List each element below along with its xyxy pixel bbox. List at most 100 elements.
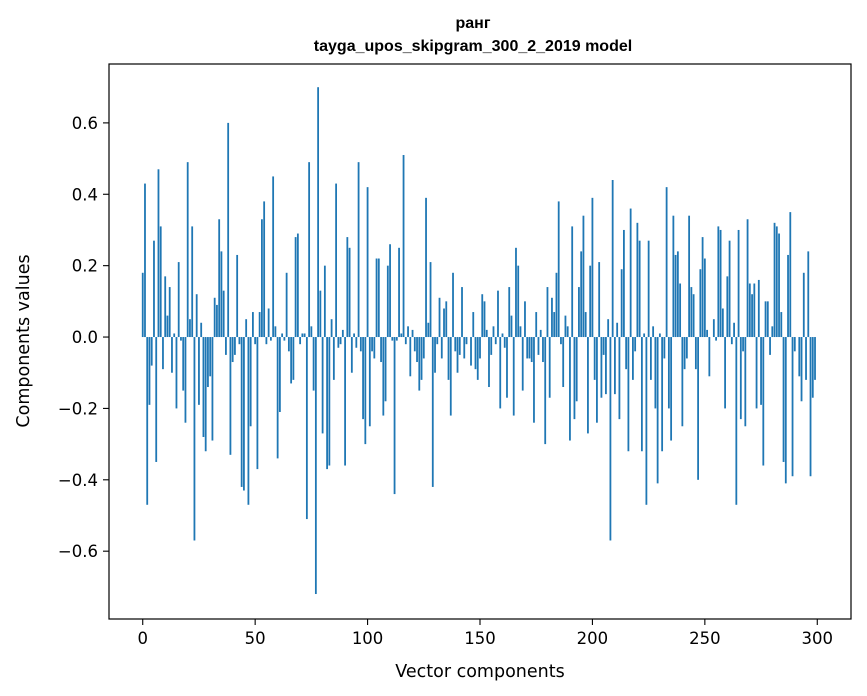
bar	[692, 294, 695, 338]
bar	[703, 258, 706, 338]
bar	[575, 337, 578, 402]
bar	[811, 337, 814, 398]
bar	[773, 222, 776, 338]
bar	[778, 233, 780, 338]
bar	[566, 326, 569, 338]
bar	[427, 322, 430, 338]
bar	[420, 337, 423, 380]
bar	[764, 301, 767, 338]
bar	[218, 219, 221, 338]
bar	[596, 337, 598, 423]
x-tick-label: 300	[802, 629, 834, 648]
bar	[371, 337, 373, 352]
bar	[533, 337, 535, 423]
bar	[303, 333, 306, 338]
bar	[359, 337, 362, 352]
bar	[204, 337, 207, 452]
x-tick-label: 100	[352, 629, 384, 648]
bar	[447, 337, 450, 380]
bar	[355, 337, 358, 348]
chart-title: ранг	[456, 15, 491, 32]
bar	[508, 287, 511, 338]
bar	[409, 337, 412, 377]
bar	[607, 319, 610, 338]
bar	[443, 308, 445, 338]
bar	[240, 337, 243, 487]
bar	[690, 287, 693, 338]
bar	[245, 319, 248, 338]
bar	[766, 301, 769, 338]
bar	[800, 337, 803, 402]
bar	[454, 337, 457, 352]
bar	[377, 258, 380, 338]
bar	[213, 297, 216, 338]
bar	[784, 337, 787, 484]
bar	[719, 229, 722, 338]
bar	[580, 251, 583, 338]
bar	[177, 262, 180, 338]
bar	[753, 283, 756, 338]
y-tick-label: −0.6	[58, 542, 98, 561]
bar	[715, 337, 717, 341]
bar	[483, 301, 486, 338]
x-axis-ticks: 0 50 100 150 200 250 300	[137, 619, 833, 648]
bar	[150, 337, 153, 366]
bar	[623, 229, 625, 338]
bar	[166, 315, 169, 338]
bar	[175, 337, 178, 409]
bar	[688, 215, 691, 338]
bar	[229, 337, 232, 455]
bar	[728, 240, 731, 338]
bar	[348, 247, 351, 338]
bar	[272, 176, 275, 338]
bar	[802, 272, 805, 338]
bar	[339, 337, 342, 345]
bar	[425, 197, 427, 338]
bar	[564, 315, 567, 338]
bar	[301, 333, 304, 338]
bar	[357, 162, 360, 338]
bar	[476, 337, 479, 380]
bar	[665, 187, 668, 338]
bar	[670, 337, 673, 441]
y-tick-label: −0.2	[58, 399, 98, 418]
y-tick-label: 0.2	[72, 257, 98, 276]
bar	[553, 312, 556, 338]
bar	[198, 337, 200, 405]
bar	[683, 337, 686, 370]
bar	[341, 329, 344, 338]
bar	[517, 265, 520, 338]
bar	[809, 337, 812, 477]
bar	[560, 337, 562, 345]
bar	[335, 183, 337, 338]
bar	[337, 337, 340, 348]
bar	[267, 308, 270, 338]
bar	[654, 337, 657, 409]
bar	[182, 337, 185, 391]
bar	[258, 312, 261, 338]
bar	[308, 162, 311, 338]
bar	[618, 337, 621, 420]
bar	[672, 215, 675, 338]
bar	[157, 169, 160, 338]
bar	[562, 337, 565, 388]
bar	[164, 276, 167, 338]
bar	[458, 337, 461, 355]
bar	[238, 337, 241, 345]
bar	[168, 287, 171, 338]
bar	[755, 337, 758, 409]
bar	[186, 162, 189, 338]
bar	[591, 197, 594, 338]
bar	[382, 337, 385, 416]
bar	[757, 279, 760, 338]
bar	[323, 265, 326, 338]
bar	[649, 337, 652, 380]
bar	[512, 337, 515, 416]
bar	[789, 212, 792, 338]
bar	[184, 337, 187, 423]
bar	[589, 265, 592, 338]
bar	[614, 337, 616, 395]
x-tick-label: 150	[464, 629, 496, 648]
x-tick-label: 50	[245, 629, 266, 648]
bar	[362, 337, 364, 420]
